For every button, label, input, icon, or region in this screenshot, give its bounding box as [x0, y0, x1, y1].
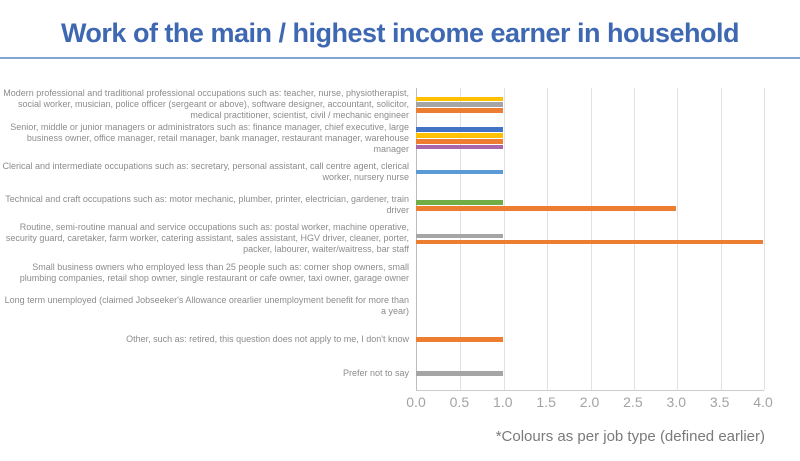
- bar-orange: [416, 206, 677, 211]
- category-label: Prefer not to say: [342, 367, 409, 378]
- chart-footnote: *Colours as per job type (defined earlie…: [495, 428, 765, 445]
- x-tick-label: 3.5: [709, 394, 730, 410]
- category-label: Routine, semi-routine manual and service…: [5, 222, 409, 255]
- gridline-3.5: [720, 88, 722, 390]
- category-label: Modern professional and traditional prof…: [3, 88, 409, 121]
- category-label: Senior, middle or junior managers or adm…: [10, 121, 409, 154]
- category-label: Long term unemployed (claimed Jobseeker'…: [4, 295, 409, 317]
- bar-group: [416, 96, 763, 113]
- bar-blue: [416, 127, 503, 132]
- gridline-2.0: [590, 88, 592, 390]
- bar-orange: [416, 239, 763, 245]
- x-tick-label: 1.5: [536, 394, 556, 410]
- chart-row: Small business owners who employed less …: [0, 256, 763, 290]
- chart-row: Routine, semi-routine manual and service…: [0, 222, 763, 256]
- bar-orange: [416, 108, 503, 113]
- x-tick-label: 0.5: [449, 394, 470, 410]
- chart-row: Modern professional and traditional prof…: [0, 88, 763, 122]
- bar-gold: [416, 133, 503, 138]
- x-tick-label: 2.5: [623, 394, 643, 410]
- bar-group: [416, 337, 763, 342]
- gridline-1.0: [503, 88, 505, 390]
- page-title: Work of the main / highest income earner…: [60, 18, 740, 48]
- bar-group: [416, 233, 763, 245]
- x-tick-label: 1.0: [493, 394, 513, 410]
- bar-group: [416, 200, 763, 211]
- chart-row: Technical and craft occupations such as:…: [0, 189, 763, 223]
- bar-purple: [416, 144, 503, 150]
- bar-group: [416, 127, 763, 150]
- bar-chart: Modern professional and traditional prof…: [0, 88, 800, 391]
- bar-green: [416, 200, 503, 205]
- bar-gray: [416, 233, 503, 239]
- x-tick-label: 4.0: [753, 394, 773, 410]
- chart-row: Other, such as: retired, this question d…: [0, 323, 763, 357]
- chart-row: Long term unemployed (claimed Jobseeker'…: [0, 289, 763, 323]
- bar-orange: [416, 337, 503, 342]
- gridline-3.0: [677, 88, 679, 390]
- x-tick-label: 3.0: [666, 394, 686, 410]
- gridline-4.0: [764, 88, 765, 390]
- gridline-2.5: [633, 88, 635, 390]
- category-label: Small business owners who employed less …: [19, 261, 409, 283]
- bar-light_blue: [416, 169, 503, 175]
- category-label: Clerical and intermediate occupations su…: [2, 160, 409, 182]
- chart-row: Prefer not to say: [0, 356, 763, 390]
- gridline-0.5: [460, 88, 462, 390]
- bar-group: [416, 169, 763, 175]
- plot-area: [416, 88, 765, 391]
- chart-rows: Modern professional and traditional prof…: [0, 88, 763, 390]
- category-label: Technical and craft occupations such as:…: [5, 194, 409, 216]
- bar-gray: [416, 102, 503, 108]
- category-label: Other, such as: retired, this question d…: [126, 334, 409, 345]
- bar-orange: [416, 138, 503, 144]
- x-tick-label: 2.0: [579, 394, 600, 410]
- gridline-1.5: [547, 88, 549, 390]
- bar-gold: [416, 96, 503, 102]
- bar-gray: [416, 370, 503, 376]
- chart-row: Clerical and intermediate occupations su…: [0, 155, 763, 189]
- x-tick-label: 0.0: [406, 394, 426, 410]
- x-axis: 0.0 0.5 1.0 1.5 2.0 2.5 3.0 3.5 4.0: [0, 394, 800, 412]
- title-underline: [0, 57, 800, 59]
- bar-group: [416, 370, 763, 376]
- chart-row: Senior, middle or junior managers or adm…: [0, 122, 763, 156]
